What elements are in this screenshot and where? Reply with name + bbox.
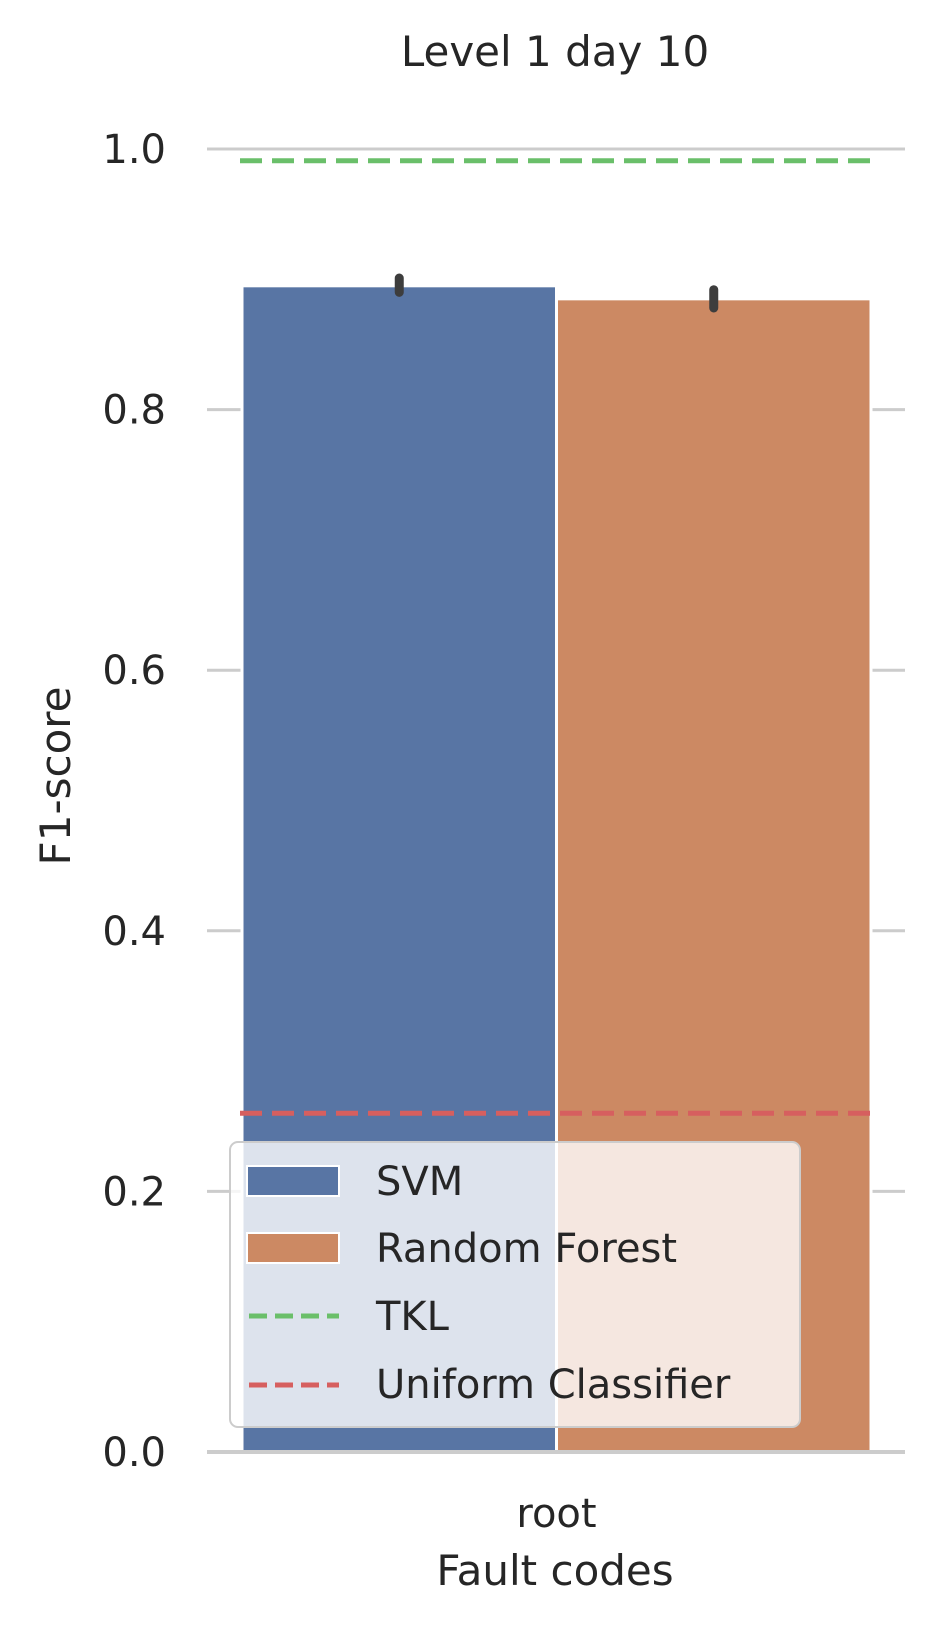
legend-label-uniform-classifier: Uniform Classifier <box>376 1362 731 1408</box>
legend-label-svm: SVM <box>376 1159 463 1205</box>
y-axis-label: F1-score <box>31 687 80 866</box>
legend-label-random-forest: Random Forest <box>376 1226 677 1272</box>
y-tick-label: 0.2 <box>102 1169 166 1215</box>
legend-swatch-svm <box>246 1165 340 1197</box>
y-tick-label: 0.8 <box>102 388 166 434</box>
legend-frame <box>229 1141 801 1428</box>
axis-layer: 0.0 0.2 0.4 0.6 0.8 1.0 root <box>102 127 905 1537</box>
y-tick-label: 0.0 <box>102 1430 166 1476</box>
legend-label-tkl: TKL <box>375 1294 450 1340</box>
legend: SVM Random Forest TKL Uniform Classifier <box>229 1141 801 1428</box>
y-tick-label: 1.0 <box>102 127 166 173</box>
legend-swatch-random-forest <box>246 1232 340 1264</box>
x-tick-label: root <box>516 1491 596 1537</box>
x-axis-label: Fault codes <box>436 1546 673 1595</box>
y-tick-label: 0.6 <box>102 648 166 694</box>
reference-line-layer <box>240 158 873 1116</box>
chart-title: Level 1 day 10 <box>401 27 709 76</box>
y-tick-label: 0.4 <box>102 909 166 955</box>
